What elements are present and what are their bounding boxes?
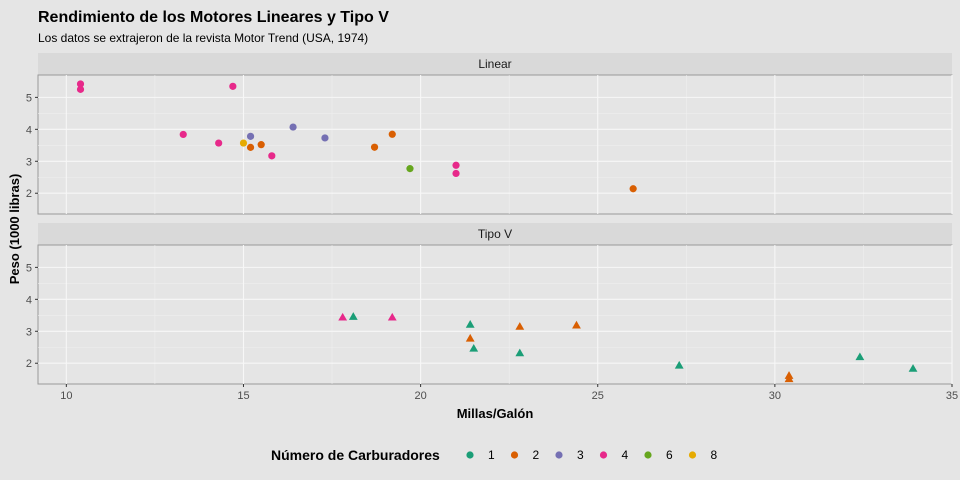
legend-label: 2 <box>533 448 540 462</box>
data-point <box>289 123 297 131</box>
data-point <box>406 165 414 173</box>
legend: Número de Carburadores 1 2 3 4 6 8 <box>271 447 718 463</box>
data-point <box>388 130 396 138</box>
facet-panel-linear: Linear <box>37 53 953 215</box>
y-tick-label: 5 <box>26 92 32 104</box>
data-point <box>855 352 865 361</box>
y-tick-label: 4 <box>26 124 32 136</box>
data-point <box>246 143 255 151</box>
points-linear <box>76 80 637 193</box>
y-axis-tipo-v: 2 3 4 5 <box>26 262 38 370</box>
data-point <box>370 143 379 151</box>
chart-title: Rendimiento de los Motores Lineares y Ti… <box>38 9 389 26</box>
data-point <box>257 141 265 149</box>
x-tick-label: 20 <box>414 390 426 402</box>
legend-key <box>688 451 697 459</box>
data-point <box>465 333 475 342</box>
y-tick-label: 5 <box>26 262 32 274</box>
legend-label: 1 <box>488 448 495 462</box>
legend-label: 4 <box>622 448 629 462</box>
data-point <box>515 322 525 330</box>
data-point <box>338 312 348 321</box>
data-point <box>674 360 684 369</box>
x-axis-label: Millas/Galón <box>457 406 534 421</box>
facet-strip-label-linear: Linear <box>478 57 511 71</box>
legend-key <box>644 451 652 459</box>
legend-key <box>510 451 519 459</box>
chart-subtitle: Los datos se extrajeron de la revista Mo… <box>38 31 368 45</box>
legend-label: 6 <box>666 448 673 462</box>
data-point <box>229 82 237 90</box>
data-point <box>515 348 525 357</box>
data-point <box>268 152 276 160</box>
data-point <box>465 320 475 328</box>
y-tick-label: 4 <box>26 294 32 306</box>
panel-background-tipo-v <box>37 244 953 385</box>
data-point <box>179 130 187 139</box>
legend-key <box>466 451 474 459</box>
data-point <box>452 169 460 178</box>
y-axis-label: Peso (1000 libras) <box>7 174 22 285</box>
x-tick-label: 35 <box>946 390 958 402</box>
data-point <box>572 320 581 329</box>
legend-label: 3 <box>577 448 584 462</box>
data-point <box>784 374 794 383</box>
x-axis: 10 15 20 25 30 35 <box>60 384 958 402</box>
data-point <box>321 134 329 142</box>
data-point <box>246 132 255 140</box>
x-tick-label: 10 <box>60 390 72 402</box>
data-point <box>348 312 358 320</box>
facet-strip-label-tipo-v: Tipo V <box>478 227 512 241</box>
legend-label: 8 <box>711 448 718 462</box>
y-tick-label: 2 <box>26 358 32 370</box>
grid-linear <box>38 75 953 214</box>
x-tick-label: 25 <box>592 390 604 402</box>
facet-strip-linear <box>38 53 952 75</box>
grid-tipo-v <box>38 245 953 384</box>
legend-key <box>599 451 608 459</box>
data-point <box>239 139 248 147</box>
data-point <box>387 312 397 321</box>
data-point <box>452 161 460 169</box>
legend-key <box>555 451 563 459</box>
facet-strip-tipo-v <box>38 223 952 245</box>
x-tick-label: 15 <box>237 390 249 402</box>
y-tick-label: 2 <box>26 188 32 200</box>
data-point <box>215 139 223 147</box>
legend-title: Número de Carburadores <box>271 447 440 463</box>
y-axis-linear: 2 3 4 5 <box>26 92 38 200</box>
y-tick-label: 3 <box>26 326 32 338</box>
points-tipo-v <box>338 312 918 383</box>
x-tick-label: 30 <box>769 390 781 402</box>
data-point <box>76 85 85 93</box>
data-point <box>469 343 479 352</box>
legend-items: 1 2 3 4 6 8 <box>466 448 718 462</box>
data-point <box>76 80 85 88</box>
y-tick-label: 3 <box>26 156 32 168</box>
data-point <box>629 185 637 193</box>
facet-panel-tipo-v: Tipo V <box>37 223 953 385</box>
data-point <box>908 364 918 372</box>
